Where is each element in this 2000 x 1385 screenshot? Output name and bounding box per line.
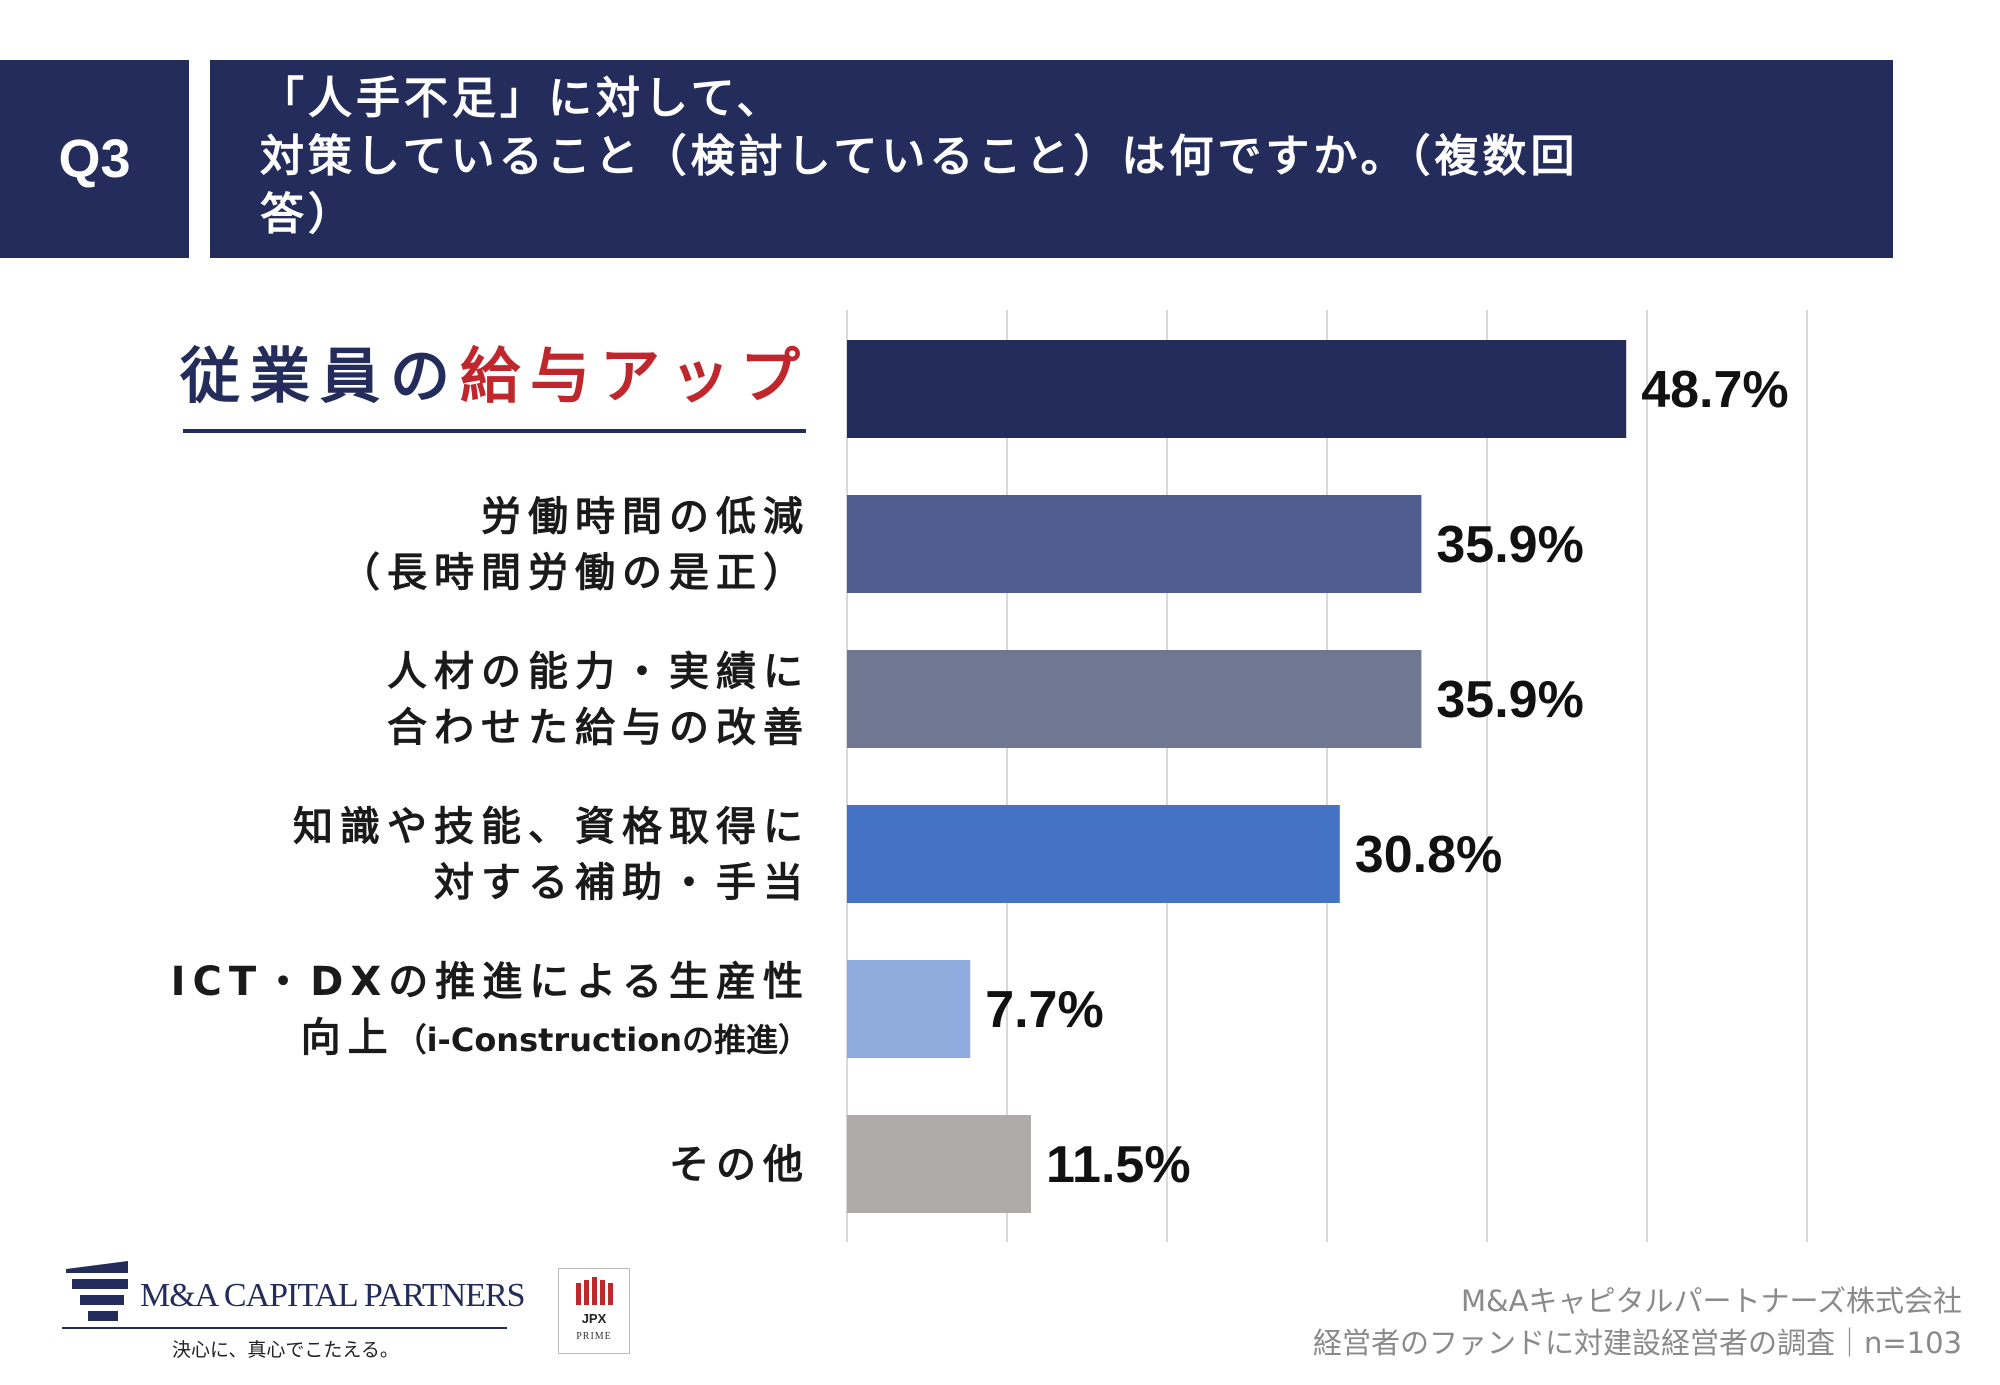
category-label: 知識や技能、資格取得に [293,804,810,850]
jpx-prime-badge: JPX PRIME [558,1268,630,1354]
category-label-part: 向上 [301,1015,395,1061]
value-label: 48.7% [1641,361,1788,419]
question-line-2: 対策していること（検討していること）は何ですか。（複数回 [260,131,1579,182]
company-logo-icon [66,1261,128,1321]
category-label: 対する補助・手当 [434,860,810,906]
jpx-text: JPX [581,1311,607,1326]
category-label-part: ICT・DXの推進による生産性 [171,959,810,1005]
category-label-part: 対する補助・手当 [434,860,810,906]
category-label: 従業員の給与アップ [179,342,810,412]
category-label: その他 [669,1142,810,1188]
category-label: 向上（i-Constructionの推進） [301,1015,810,1061]
footer-source: M&Aキャピタルパートナーズ株式会社 経営者のファンドに対建設経営者の調査｜n=… [1313,1280,1962,1364]
category-label-part: （i-Constructionの推進） [395,1021,810,1059]
category-label-part: 知識や技能、資格取得に [293,804,810,850]
category-label: （長時間労働の是正） [340,550,810,596]
jpx-bars-icon [576,1277,613,1305]
footer-survey: 経営者のファンドに対建設経営者の調査｜n=103 [1312,1326,1962,1360]
bar [847,340,1627,438]
company-logo: M&A CAPITAL PARTNERS 決心に、真心でこたえる。 [62,1255,526,1365]
bar-chart: 48.7% 従業員の給与アップ 35.9% 労働時間の低減 （長時間労働の是正） 35.9… [171,310,1808,1242]
company-tagline: 決心に、真心でこたえる。 [172,1339,399,1361]
question-line-3: 答） [260,189,356,240]
value-label: 7.7% [985,981,1104,1039]
category-label-part: 給与アップ [460,342,810,412]
category-label-part: その他 [669,1142,810,1188]
category-label-part: 労働時間の低減 [481,494,810,540]
jpx-prime-text: PRIME [576,1331,612,1342]
bar [847,650,1422,748]
bar [847,805,1340,903]
bar [847,495,1422,593]
category-label: 人材の能力・実績に [387,649,810,695]
value-label: 30.8% [1355,826,1502,884]
category-label: 合わせた給与の改善 [387,705,810,751]
footer-company: M&Aキャピタルパートナーズ株式会社 [1460,1284,1962,1318]
logo-divider [62,1327,507,1329]
category-label-part: 合わせた給与の改善 [387,705,810,751]
category-label: 労働時間の低減 [481,494,810,540]
category-label-part: 従業員の [179,342,460,412]
bar [847,1115,1031,1213]
question-number-box: Q3 [0,60,189,258]
company-logo-text: M&A CAPITAL PARTNERS [140,1277,526,1314]
question-number: Q3 [58,129,131,189]
category-label-part: （長時間労働の是正） [340,550,810,596]
question-title-box: 「人手不足」に対して、 対策していること（検討していること）は何ですか。（複数回… [210,60,1893,258]
value-label: 35.9% [1436,671,1583,729]
category-label: ICT・DXの推進による生産性 [171,959,810,1005]
bar [847,960,971,1058]
question-line-1: 「人手不足」に対して、 [260,73,785,124]
value-label: 35.9% [1436,516,1583,574]
category-label-part: 人材の能力・実績に [387,649,810,695]
value-label: 11.5% [1046,1136,1191,1194]
